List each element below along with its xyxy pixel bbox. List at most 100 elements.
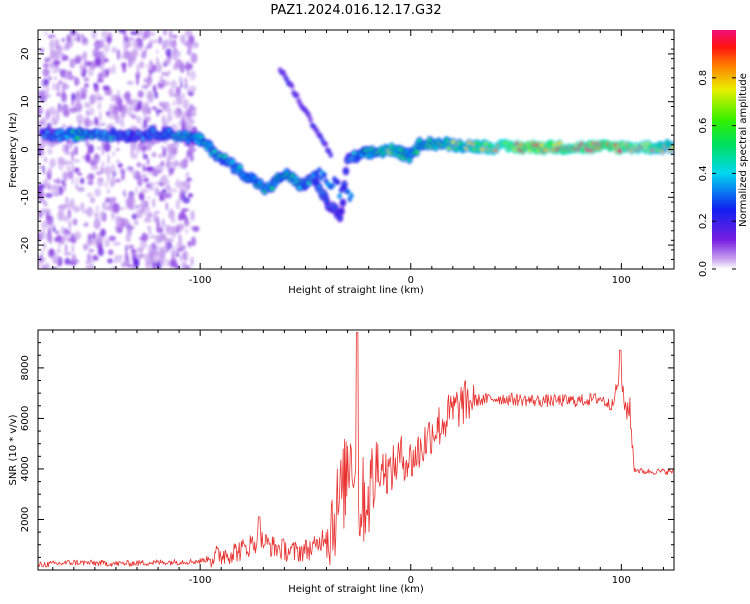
- noise-blob: [168, 167, 175, 173]
- noise-blob: [126, 167, 135, 171]
- noise-blob: [49, 142, 55, 147]
- noise-blob: [61, 45, 68, 51]
- noise-blob: [145, 183, 152, 189]
- noise-blob: [73, 205, 80, 213]
- noise-blob: [107, 153, 110, 165]
- noise-blob: [69, 107, 77, 114]
- noise-blob: [134, 186, 138, 195]
- noise-blob: [43, 157, 48, 163]
- snr-x-axis-label: Height of straight line (km): [288, 584, 424, 595]
- noise-blob: [44, 57, 51, 63]
- noise-blob: [137, 101, 141, 111]
- noise-blob: [94, 116, 99, 126]
- chart-title: PAZ1.2024.016.12.17.G32: [270, 3, 441, 18]
- colorbar-tick-label: 0.6: [698, 118, 709, 134]
- noise-blob: [154, 187, 160, 197]
- noise-blob: [161, 72, 167, 76]
- noise-blob: [110, 176, 116, 186]
- noise-blob: [71, 174, 74, 185]
- noise-blob: [71, 149, 75, 158]
- noise-blob: [167, 70, 171, 75]
- branch-blob: [294, 92, 300, 99]
- noise-blob: [38, 260, 41, 269]
- noise-blob: [133, 219, 139, 226]
- noise-blob: [55, 109, 60, 120]
- noise-blob: [161, 218, 165, 228]
- noise-blob: [100, 38, 105, 49]
- noise-blob: [67, 74, 75, 81]
- noise-blob: [107, 249, 114, 256]
- noise-blob: [156, 111, 159, 117]
- noise-blob: [94, 56, 102, 67]
- noise-blob: [144, 166, 152, 172]
- noise-blob: [83, 58, 87, 70]
- snr-axes: -100 0 100 2000 4000 6000 8000: [20, 329, 674, 586]
- noise-blob: [136, 204, 139, 209]
- noise-blob: [110, 94, 114, 103]
- noise-blob: [101, 148, 105, 156]
- noise-blob: [171, 93, 179, 98]
- noise-blob: [112, 151, 115, 157]
- noise-blob: [161, 189, 167, 193]
- noise-blob: [104, 237, 109, 248]
- noise-blob: [96, 96, 104, 101]
- noise-blob: [126, 81, 134, 85]
- noise-blob: [97, 72, 104, 83]
- noise-blob: [51, 187, 59, 197]
- noise-blob: [87, 144, 95, 154]
- noise-blob: [143, 30, 151, 39]
- noise-blob: [174, 58, 183, 69]
- noise-blob: [56, 249, 61, 253]
- colorbar-ticks: 0.0 0.2 0.4 0.6 0.8: [698, 70, 736, 277]
- noise-blob: [155, 234, 163, 244]
- noise-blob: [65, 143, 69, 153]
- noise-blob: [173, 160, 180, 168]
- noise-blob: [164, 242, 170, 253]
- noise-blob: [136, 247, 143, 252]
- noise-blob: [41, 196, 45, 203]
- noise-blob: [146, 106, 152, 115]
- colorbar-tick-label: 0.4: [698, 165, 709, 181]
- noise-blob: [45, 193, 54, 198]
- noise-blob: [116, 49, 121, 60]
- noise-blob: [57, 156, 65, 164]
- noise-blob: [121, 170, 125, 181]
- noise-blob: [38, 106, 43, 116]
- x-tick-label: -100: [189, 275, 212, 286]
- noise-blob: [117, 118, 125, 125]
- noise-blob: [56, 234, 62, 242]
- noise-blob: [69, 161, 73, 165]
- noise-blob: [152, 242, 156, 251]
- noise-blob: [107, 241, 110, 247]
- noise-blob: [99, 210, 104, 221]
- noise-blob: [113, 106, 119, 116]
- noise-blob: [106, 36, 112, 44]
- noise-blob: [115, 178, 121, 183]
- noise-blob: [49, 248, 54, 257]
- noise-blob: [100, 166, 104, 175]
- x-tick-label: -100: [189, 575, 212, 586]
- noise-blob: [139, 61, 145, 69]
- noise-blob: [159, 101, 163, 108]
- spectrogram-image: [38, 30, 674, 269]
- noise-blob: [108, 235, 117, 242]
- noise-blob: [118, 30, 125, 33]
- noise-blob: [87, 180, 94, 186]
- noise-blob: [116, 159, 120, 164]
- branch-blob: [328, 152, 334, 158]
- noise-blob: [144, 216, 151, 223]
- noise-blob: [74, 92, 82, 103]
- noise-blob: [75, 176, 79, 186]
- noise-blob: [149, 60, 153, 66]
- noise-blob: [57, 106, 62, 112]
- spectrogram-y-axis-label: Frequency (Hz): [8, 112, 19, 188]
- noise-blob: [166, 238, 175, 243]
- noise-blob: [145, 212, 149, 217]
- noise-blob: [151, 106, 158, 111]
- noise-blob: [130, 140, 137, 151]
- noise-blob: [167, 184, 171, 194]
- noise-blob: [175, 94, 183, 106]
- noise-blob: [112, 202, 120, 214]
- branch-blob: [335, 179, 341, 186]
- noise-blob: [141, 174, 147, 178]
